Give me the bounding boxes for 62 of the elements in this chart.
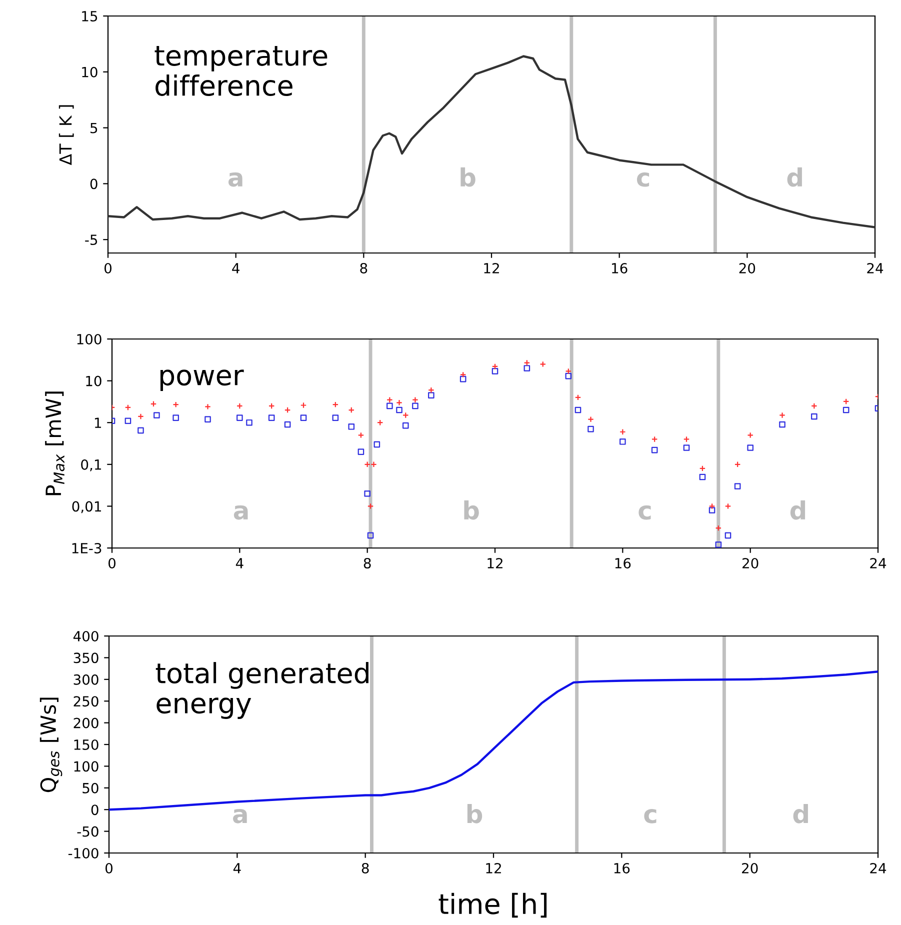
- x-tick-label: 16: [612, 262, 628, 274]
- x-tick-label: 20: [742, 862, 758, 874]
- annotation: c: [636, 172, 650, 187]
- y-tick-label: 250: [74, 696, 98, 707]
- x-tick-label: 16: [614, 862, 630, 874]
- annotation: b: [467, 804, 482, 824]
- x-tick-label: 16: [615, 558, 631, 568]
- y-axis-title: P$_{Max}$ [mW]: [45, 392, 65, 496]
- text: total generated energy: [156, 662, 368, 719]
- x-tick-label: 20: [742, 558, 758, 568]
- x-tick-label: 8: [362, 862, 369, 874]
- x-tick-label: 0: [104, 262, 112, 274]
- x-axis-title: time [h]: [438, 892, 547, 918]
- x-tick-label: 0: [108, 558, 116, 568]
- y-tick-label: 5: [90, 122, 98, 134]
- x-tick-label: 24: [870, 558, 886, 568]
- annotation: a: [228, 172, 242, 187]
- annotation: c: [638, 505, 651, 520]
- x-tick-label: 8: [364, 558, 371, 568]
- y-tick-label: 300: [74, 674, 98, 685]
- y-tick-label: 1E-3: [72, 542, 102, 554]
- y-tick-label: 150: [74, 739, 98, 750]
- annotation: d: [793, 804, 808, 824]
- text: power: [160, 370, 244, 391]
- annotation: a: [233, 809, 247, 824]
- x-tick-label: 12: [486, 862, 501, 874]
- y-axis-title: Q$_{ges}$ [Ws]: [40, 698, 62, 792]
- y-tick-label: 200: [74, 718, 98, 728]
- y-tick-label: 400: [73, 630, 98, 642]
- y-axis-title: ΔT [ K ]: [58, 105, 74, 166]
- y-tick-label: 100: [77, 334, 102, 344]
- x-tick-label: 4: [236, 558, 244, 568]
- text: temperature difference: [154, 46, 328, 96]
- annotation: b: [464, 500, 479, 520]
- annotation: d: [790, 500, 806, 520]
- y-tick-label: 1: [94, 418, 101, 428]
- y-tick-label: 0,1: [81, 459, 101, 472]
- x-tick-label: 0: [105, 862, 112, 874]
- y-tick-label: 350: [74, 652, 98, 664]
- annotation: a: [234, 505, 248, 520]
- x-tick-label: 4: [232, 263, 240, 274]
- x-tick-label: 20: [739, 262, 756, 274]
- annotation: b: [460, 167, 476, 187]
- annotation: d: [787, 167, 802, 187]
- y-tick-label: 0,01: [72, 501, 101, 514]
- y-tick-label: 0: [91, 804, 98, 816]
- x-tick-label: 24: [867, 262, 884, 274]
- y-tick-label: -5: [85, 234, 98, 246]
- y-tick-label: 100: [74, 761, 98, 772]
- y-tick-label: 15: [82, 11, 98, 22]
- y-tick-label: 0: [90, 178, 98, 190]
- x-tick-label: 24: [870, 862, 886, 874]
- x-tick-label: 4: [233, 863, 241, 874]
- y-tick-label: 50: [82, 782, 98, 794]
- y-tick-label: 10: [86, 376, 102, 386]
- x-tick-label: 12: [488, 558, 502, 568]
- annotation: c: [644, 809, 656, 824]
- y-tick-label: 10: [82, 66, 98, 78]
- y-tick-label: -100: [68, 848, 98, 858]
- x-tick-label: 12: [484, 262, 499, 274]
- x-tick-label: 8: [360, 262, 368, 274]
- y-tick-label: -50: [77, 826, 98, 837]
